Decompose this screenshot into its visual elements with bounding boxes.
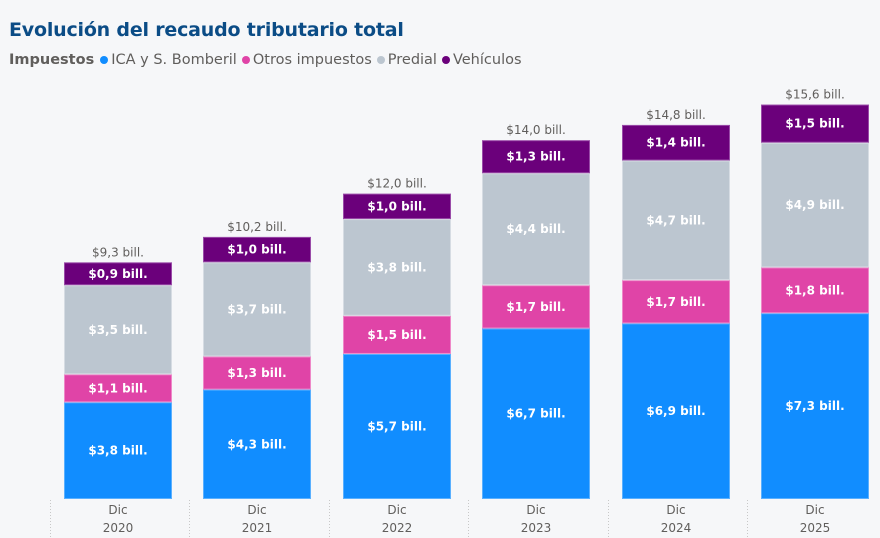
legend-dot-icon (100, 56, 109, 64)
x-tick-label-year: 2022 (382, 521, 413, 535)
x-tick-label-year: 2025 (800, 521, 831, 535)
segment-label: $1,3 bill. (506, 150, 565, 164)
x-tick-label-month: Dic (805, 503, 824, 517)
bar-group-2025[interactable]: $7,3 bill. $1,8 bill. $4,9 bill. $1,5 bill.… (761, 88, 869, 499)
segment-label: $7,3 bill. (785, 399, 844, 413)
legend-item-ica[interactable]: ICA y S. Bomberil (100, 52, 237, 68)
segment-label: $4,4 bill. (506, 222, 565, 236)
segment-label: $5,7 bill. (367, 419, 426, 433)
segment-label: $1,5 bill. (367, 328, 426, 342)
segment-label: $3,8 bill. (367, 260, 426, 274)
bar-segment[interactable] (64, 262, 172, 286)
legend: Impuestos ICA y S. Bomberil Otros impues… (9, 52, 527, 68)
x-tick-label-year: 2023 (521, 521, 552, 535)
bar-segment[interactable] (64, 402, 172, 499)
segment-label: $4,3 bill. (227, 437, 286, 451)
segment-label: $1,5 bill. (785, 117, 844, 131)
total-label: $10,2 bill. (227, 220, 287, 234)
total-label: $14,0 bill. (506, 123, 566, 137)
segment-label: $1,4 bill. (646, 136, 705, 150)
legend-label: Predial (387, 52, 437, 68)
bar-group-2022[interactable]: $5,7 bill. $1,5 bill. $3,8 bill. $1,0 bill.… (343, 177, 451, 500)
segment-label: $6,9 bill. (646, 404, 705, 418)
segment-label: $3,5 bill. (88, 323, 147, 337)
bar-segment[interactable] (622, 160, 730, 281)
bar-segment[interactable] (761, 313, 869, 499)
segment-label: $1,8 bill. (785, 283, 844, 297)
segment-label: $1,0 bill. (227, 243, 286, 257)
legend-label: ICA y S. Bomberil (111, 52, 237, 68)
legend-item-otros[interactable]: Otros impuestos (241, 52, 372, 68)
bar-segment[interactable] (761, 142, 869, 268)
bar-segment[interactable] (482, 140, 590, 174)
bar-group-2024[interactable]: $6,9 bill. $1,7 bill. $4,7 bill. $1,4 bill.… (622, 108, 730, 499)
segment-label: $1,1 bill. (88, 381, 147, 395)
legend-item-predial[interactable]: Predial (376, 52, 437, 68)
total-label: $14,8 bill. (646, 108, 706, 122)
total-label: $12,0 bill. (367, 177, 427, 191)
x-tick-label-month: Dic (666, 503, 685, 517)
bar-segment[interactable] (622, 323, 730, 499)
bar-group-2021[interactable]: $4,3 bill. $1,3 bill. $3,7 bill. $1,0 bill.… (203, 220, 311, 500)
bar-group-2020[interactable]: $3,8 bill. $1,1 bill. $3,5 bill. $0,9 bill.… (64, 245, 172, 499)
legend-label: Vehículos (452, 52, 522, 68)
bar-segment[interactable] (622, 280, 730, 324)
bar-segment[interactable] (64, 285, 172, 375)
legend-dot-icon (241, 56, 250, 64)
x-tick-label-year: 2024 (661, 521, 692, 535)
segment-label: $1,3 bill. (227, 366, 286, 380)
bar-segment[interactable] (64, 374, 172, 403)
bar-segment[interactable] (343, 219, 451, 316)
bar-segment[interactable] (203, 356, 311, 390)
chart-title: Evolución del recaudo tributario total (9, 19, 404, 41)
legend-title: Impuestos (9, 52, 95, 68)
bar-segment[interactable] (343, 193, 451, 220)
bar-segment[interactable] (482, 328, 590, 499)
x-tick-label-month: Dic (247, 503, 266, 517)
segment-label: $3,7 bill. (227, 302, 286, 316)
segment-label: $1,0 bill. (367, 199, 426, 213)
legend-dot-icon (376, 56, 385, 64)
segment-label: $3,8 bill. (88, 444, 147, 458)
bar-segment[interactable] (761, 104, 869, 143)
x-tick-label-year: 2021 (242, 521, 273, 535)
bar-segment[interactable] (203, 236, 311, 263)
total-label: $9,3 bill. (92, 245, 144, 259)
x-tick-label-month: Dic (387, 503, 406, 517)
legend-label: Otros impuestos (252, 52, 372, 68)
segment-label: $0,9 bill. (88, 267, 147, 281)
total-label: $15,6 bill. (785, 88, 845, 102)
bar-segment[interactable] (482, 285, 590, 329)
legend-item-vehiculos[interactable]: Vehículos (441, 52, 522, 68)
segment-label: $1,7 bill. (646, 295, 705, 309)
segment-label: $4,7 bill. (646, 213, 705, 227)
bar-segment[interactable] (203, 389, 311, 500)
bar-segment[interactable] (203, 262, 311, 357)
bar-segment[interactable] (343, 353, 451, 500)
segment-label: $6,7 bill. (506, 407, 565, 421)
x-tick-label-month: Dic (526, 503, 545, 517)
segment-label: $1,7 bill. (506, 300, 565, 314)
bar-segment[interactable] (343, 315, 451, 354)
x-tick-label-year: 2020 (103, 521, 134, 535)
segment-label: $4,9 bill. (785, 198, 844, 212)
legend-dot-icon (441, 56, 450, 64)
x-tick-label-month: Dic (108, 503, 127, 517)
bar-segment[interactable] (622, 124, 730, 161)
bar-segment[interactable] (761, 267, 869, 314)
bar-segment[interactable] (482, 173, 590, 286)
bar-group-2023[interactable]: $6,7 bill. $1,7 bill. $4,4 bill. $1,3 bill.… (482, 123, 590, 499)
